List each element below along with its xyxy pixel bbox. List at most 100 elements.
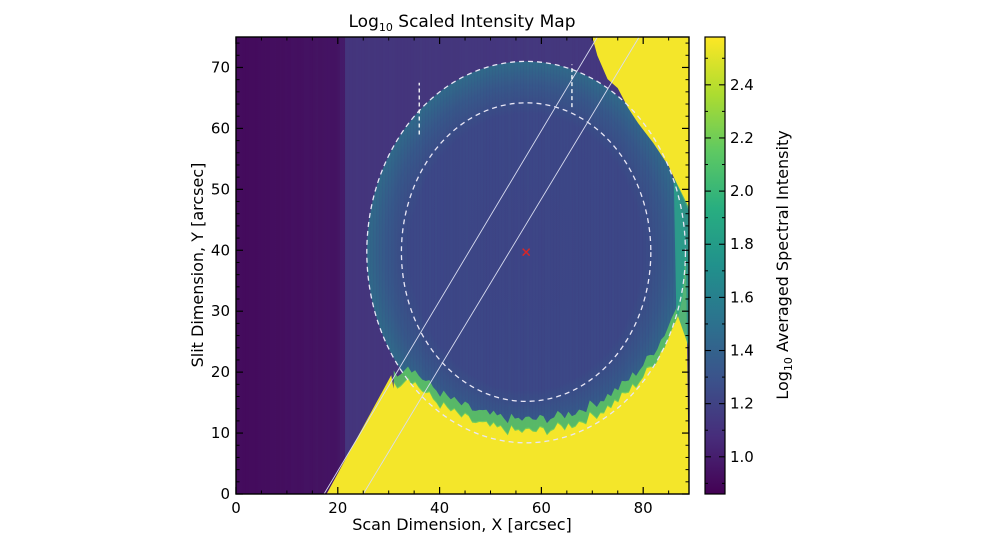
y-tick-label: 0 [220,485,230,503]
streak [611,37,615,494]
streak [281,37,286,494]
streak [361,37,365,494]
streak [290,37,295,494]
streak [498,37,502,494]
colorbar-ticks: 1.0 1.2 1.4 1.6 1.8 2.0 2.2 2.4 [705,57,754,484]
streak [538,37,542,494]
streak [413,37,417,494]
streak [452,37,457,494]
streak [550,37,554,494]
streak [629,37,634,494]
streak [581,37,585,494]
y-tick-label: 40 [211,241,230,259]
streak [455,37,460,494]
streak [535,37,539,494]
streak [504,37,509,494]
streak [468,37,472,494]
streak [242,37,246,494]
streak [348,37,353,494]
streak [394,37,399,494]
streak [284,37,289,494]
x-tick-label: 0 [231,499,241,517]
streak [272,37,277,494]
streak [645,37,649,494]
colorbar-tick-label: 1.2 [730,395,754,413]
y-tick-label: 70 [211,58,230,76]
streak [669,37,674,494]
streak [516,37,521,494]
colorbar-label: Log10 Averaged Spectral Intensity [773,130,795,399]
streak [339,37,344,494]
streak [495,37,499,494]
streak [318,37,322,494]
streak [422,37,426,494]
overlay-layer [323,37,687,494]
streak [364,37,368,494]
colorbar-tick-label: 2.4 [730,76,754,94]
y-tick-label: 30 [211,302,230,320]
streak [483,37,487,494]
colorbar-tick-label: 1.8 [730,235,754,253]
streak [513,37,518,494]
streak [269,37,273,494]
streak [449,37,454,494]
streak [471,37,475,494]
colorbar-tick-label: 1.6 [730,288,754,306]
streak [590,37,594,494]
streak [465,37,469,494]
streak [553,37,557,494]
streak [544,37,548,494]
streak [602,37,606,494]
streak [486,37,490,494]
streak [556,37,561,494]
streak [672,37,677,494]
streak [278,37,283,494]
heatmap-bright-limb-topright [592,37,689,360]
colorbar-tick-label: 2.0 [730,182,754,200]
x-tick-label: 80 [634,499,653,517]
streak [245,37,249,494]
diagonal-line-1 [323,37,598,494]
heatmap-image [236,37,689,494]
chart-title: Log10 Scaled Intensity Map [349,12,576,34]
streak [480,37,484,494]
streak [425,37,429,494]
streak [287,37,292,494]
streak [559,37,564,494]
heatmap-bright-limb-bottom [326,256,689,494]
streak [587,37,591,494]
heatmap-streaks [236,37,689,494]
plot-frame [235,36,690,495]
streak [382,37,386,494]
streak [321,37,325,494]
streak [562,37,567,494]
streak [520,37,524,494]
streak [599,37,603,494]
streak [416,37,420,494]
streak [474,37,478,494]
streak [489,37,493,494]
y-tick-label: 20 [211,363,230,381]
streak [461,37,466,494]
streak [507,37,512,494]
streak [626,37,631,494]
streak [477,37,481,494]
streak [352,37,356,494]
streak [303,37,307,494]
y-tick-label: 50 [211,180,230,198]
diagonal-line-2 [362,37,640,494]
streak [248,37,252,494]
streak [605,37,609,494]
streak [327,37,331,494]
streak [345,37,350,494]
streak [388,37,393,494]
colorbar-tick-label: 1.0 [730,448,754,466]
streak [391,37,396,494]
streak [324,37,328,494]
streak [385,37,389,494]
streak [532,37,536,494]
streak [663,37,667,494]
streak [443,37,448,494]
streak [428,37,432,494]
streak [617,37,622,494]
